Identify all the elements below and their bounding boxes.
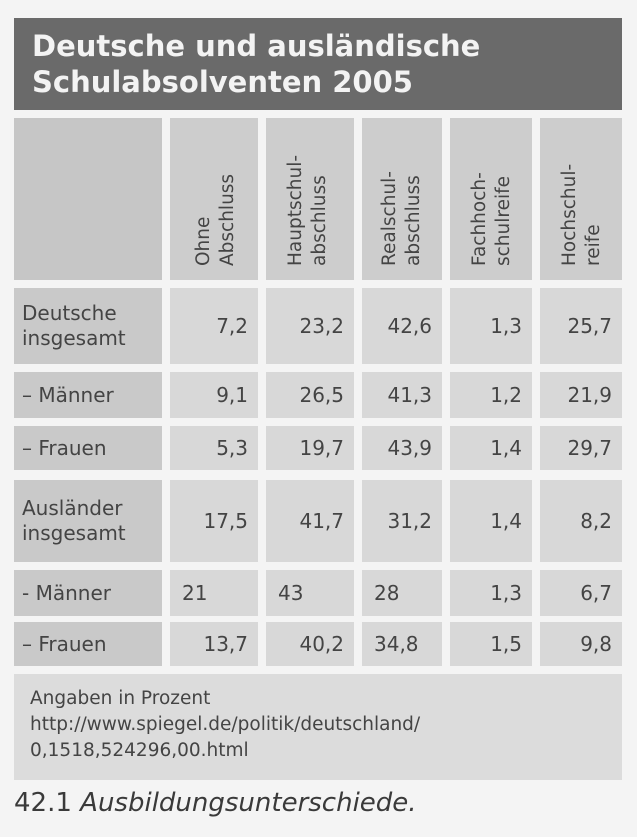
table-cell: 1,3	[450, 288, 532, 364]
figure-caption: 42.1 Ausbildungsunterschiede.	[14, 786, 417, 820]
row-label-line: insgesamt	[22, 521, 126, 545]
column-header-line: Ohne	[193, 216, 214, 266]
table-cell: 34,8	[362, 622, 442, 666]
header-corner	[14, 118, 162, 280]
table-cell: 43	[266, 570, 354, 616]
caption-text: Ausbildungsunterschiede.	[80, 788, 417, 818]
column-header-hauptschulabschluss: Hauptschul- abschluss	[266, 118, 354, 280]
table-cell: 1,4	[450, 426, 532, 470]
column-header-ohne-abschluss: Ohne Abschluss	[170, 118, 258, 280]
table-cell: 23,2	[266, 288, 354, 364]
table-cell: 29,7	[540, 426, 622, 470]
table-cell: 40,2	[266, 622, 354, 666]
column-header-line: schulreife	[493, 175, 514, 266]
column-header-line: Hauptschul-	[285, 154, 306, 266]
row-label-line: Deutsche	[22, 301, 117, 325]
table-cell: 21	[170, 570, 258, 616]
table-title: Deutsche und ausländische Schulabsolvent…	[14, 18, 622, 110]
column-header-line: Abschluss	[217, 173, 238, 266]
table-cell: 28	[362, 570, 442, 616]
table-cell: 9,8	[540, 622, 622, 666]
table-cell: 41,3	[362, 372, 442, 418]
footer-unit-note: Angaben in Prozent	[30, 688, 211, 709]
source-note: Angaben in Prozent http://www.spiegel.de…	[14, 674, 622, 780]
table-cell: 31,2	[362, 480, 442, 562]
table-cell: 13,7	[170, 622, 258, 666]
row-label-deutsche-frauen: – Frauen	[14, 426, 162, 470]
row-label-line: – Männer	[22, 382, 114, 407]
table-cell: 1,5	[450, 622, 532, 666]
column-header-line: reife	[583, 224, 604, 266]
table-cell: 25,7	[540, 288, 622, 364]
footer-source-url-cont: 0,1518,524296,00.html	[30, 740, 249, 761]
table-cell: 1,4	[450, 480, 532, 562]
table-cell: 1,2	[450, 372, 532, 418]
row-label-auslaender-frauen: – Frauen	[14, 622, 162, 666]
column-header-line: Realschul-	[379, 171, 400, 266]
table-cell: 42,6	[362, 288, 442, 364]
row-label-line: - Männer	[22, 580, 111, 605]
table-cell: 21,9	[540, 372, 622, 418]
title-line-2: Schulabsolventen 2005	[32, 65, 413, 99]
row-label-line: Ausländer	[22, 496, 123, 520]
table-cell: 1,3	[450, 570, 532, 616]
row-label-line: insgesamt	[22, 326, 126, 350]
row-label-auslaender-insgesamt: Ausländer insgesamt	[14, 480, 162, 562]
table-cell: 7,2	[170, 288, 258, 364]
table-cell: 17,5	[170, 480, 258, 562]
column-header-line: Hochschul-	[559, 163, 580, 266]
table-cell: 8,2	[540, 480, 622, 562]
column-header-fachhochschulreife: Fachhoch- schulreife	[450, 118, 532, 280]
column-header-line: abschluss	[309, 175, 330, 266]
row-label-line: – Frauen	[22, 435, 107, 460]
row-label-deutsche-maenner: – Männer	[14, 372, 162, 418]
row-label-deutsche-insgesamt: Deutsche insgesamt	[14, 288, 162, 364]
column-header-hochschulreife: Hochschul- reife	[540, 118, 622, 280]
table-cell: 5,3	[170, 426, 258, 470]
column-header-realschulabschluss: Realschul- abschluss	[362, 118, 442, 280]
row-label-auslaender-maenner: - Männer	[14, 570, 162, 616]
caption-number: 42.1	[14, 788, 72, 818]
column-header-line: Fachhoch-	[469, 172, 490, 266]
table-cell: 26,5	[266, 372, 354, 418]
table-cell: 9,1	[170, 372, 258, 418]
row-label-line: – Frauen	[22, 631, 107, 656]
footer-source-url: http://www.spiegel.de/politik/deutschlan…	[30, 714, 421, 735]
table-cell: 41,7	[266, 480, 354, 562]
table-cell: 19,7	[266, 426, 354, 470]
title-line-1: Deutsche und ausländische	[32, 29, 481, 63]
table-cell: 43,9	[362, 426, 442, 470]
table-cell: 6,7	[540, 570, 622, 616]
column-header-line: abschluss	[403, 175, 424, 266]
